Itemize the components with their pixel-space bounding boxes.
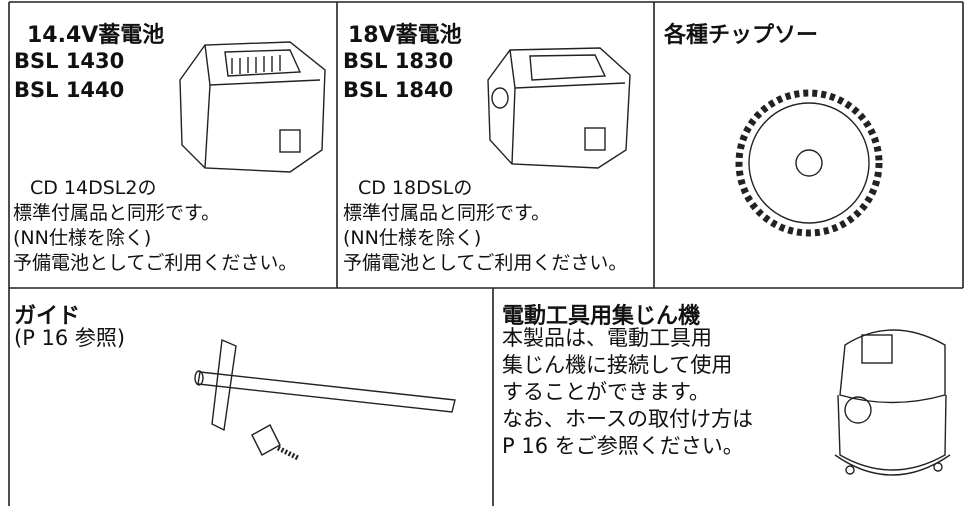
desc-line: CD 14DSL2の (30, 177, 157, 199)
guide-illustration (194, 338, 456, 461)
desc-line: (P 16 参照) (14, 326, 126, 350)
desc-line: 標準付属品と同形です。 (343, 202, 551, 224)
desc-line: P 16 をご参照ください。 (502, 434, 744, 458)
desc-line: 標準付属品と同形です。 (13, 202, 221, 224)
desc-line: 本製品は、電動工具用 (502, 326, 712, 350)
desc-line: 予備電池としてご利用ください。 (13, 252, 298, 274)
desc-line: することができます。 (502, 380, 710, 404)
battery-illustration (487, 47, 631, 169)
desc-line: なお、ホースの取付け方は (502, 407, 753, 431)
cell-title: 電動工具用集じん機 (502, 304, 701, 329)
model: BSL 1430 (14, 49, 125, 73)
desc-line: CD 18DSLの (358, 177, 473, 199)
battery-illustration (179, 41, 326, 173)
model: BSL 1840 (343, 78, 454, 102)
desc-line: 集じん機に接続して使用 (502, 353, 733, 377)
cell-title: 各種チップソー (664, 23, 819, 48)
desc-line: 予備電池としてご利用ください。 (343, 252, 628, 274)
cell-title: 14.4V蓄電池 (27, 23, 165, 48)
model: BSL 1440 (14, 78, 125, 102)
saw-blade-illustration (735, 89, 883, 237)
desc-line: (NN仕様を除く) (13, 227, 152, 249)
cell-title: ガイド (14, 304, 81, 329)
cell-title: 18V蓄電池 (348, 23, 462, 48)
dust-collector-illustration (834, 329, 951, 476)
desc-line: (NN仕様を除く) (343, 227, 482, 249)
model: BSL 1830 (343, 49, 454, 73)
